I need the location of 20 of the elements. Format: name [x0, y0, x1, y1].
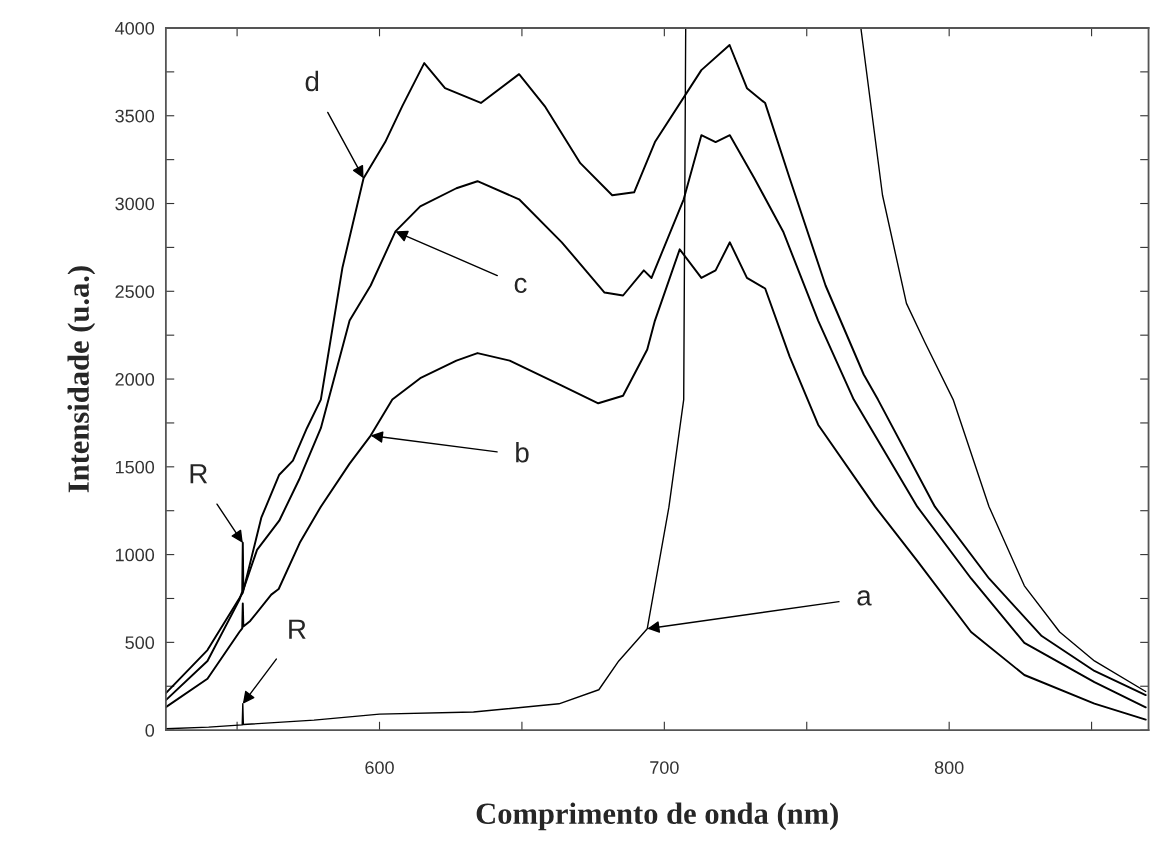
- y-tick-label: 2000: [115, 372, 155, 386]
- annotation: R: [289, 619, 306, 639]
- y-tick-label: 2500: [115, 285, 155, 299]
- y-tick-label: 4000: [115, 21, 155, 35]
- y-tick-label: 500: [125, 636, 155, 650]
- annotation: d: [305, 70, 319, 92]
- y-tick-label: 1500: [115, 460, 155, 474]
- annotation: c: [514, 277, 527, 294]
- y-tick-label: 1000: [115, 548, 155, 562]
- x-tick-label: 800: [934, 761, 964, 774]
- y-tick-label: 3000: [115, 197, 155, 211]
- x-tick-label: 600: [365, 761, 394, 774]
- annotation: b: [516, 442, 529, 463]
- y-axis-title: Intensidade (u.a.): [67, 266, 96, 493]
- y-tick-label: 0: [145, 724, 155, 737]
- annotation: a: [857, 590, 872, 606]
- x-tick-label: 700: [650, 761, 679, 774]
- y-tick-label: 3500: [115, 109, 155, 123]
- annotation: R: [190, 464, 208, 484]
- x-axis-title: Comprimento de onda (nm): [476, 802, 838, 831]
